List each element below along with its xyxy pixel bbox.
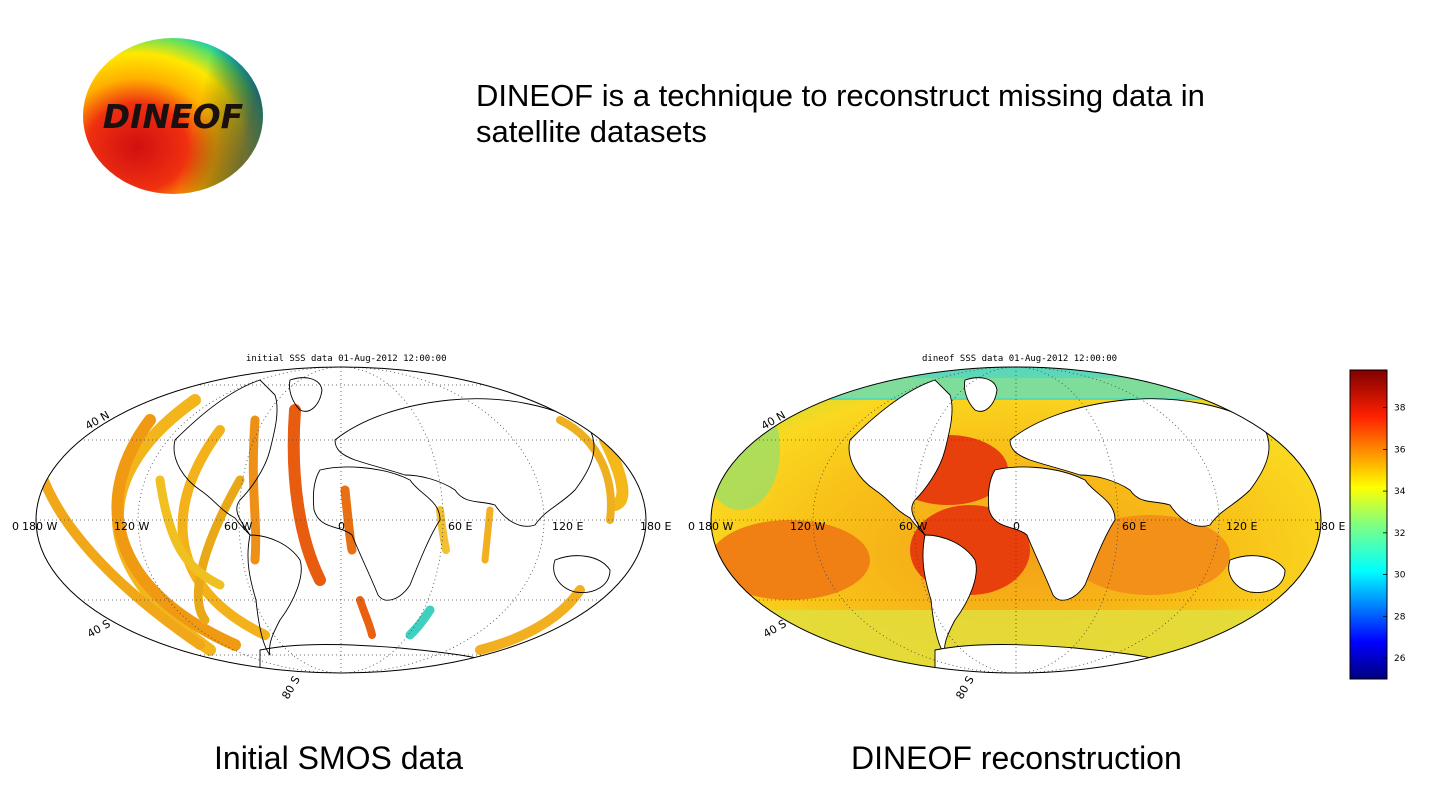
lat-label-40s: 40 S (761, 617, 789, 641)
swath (475, 585, 585, 655)
australia-land (1228, 555, 1286, 593)
lon-label-60w: 60 W (224, 520, 252, 533)
right-map: 180 W 0 120 W 60 W 0 60 E 120 E 180 E 40… (688, 366, 1345, 702)
colorbar-tick-label: 38 (1394, 404, 1406, 414)
right-map-title: dineof SSS data 01-Aug-2012 12:00:00 (922, 354, 1118, 364)
colorbar-tick-label: 28 (1394, 612, 1406, 622)
colorbar-gradient (1349, 369, 1388, 680)
south-america-outline (247, 534, 302, 656)
headline: DINEOF is a technique to reconstruct mis… (476, 78, 1205, 149)
right-caption: DINEOF reconstruction (851, 740, 1182, 776)
salinity-colorbar: 38 36 34 32 30 28 26 (1349, 369, 1406, 680)
lat-label-0: 0 (12, 520, 19, 533)
left-map-title: initial SSS data 01-Aug-2012 12:00:00 (246, 354, 447, 364)
swath (405, 605, 435, 640)
colorbar-tick-label: 30 (1394, 571, 1406, 581)
australia-outline (553, 555, 611, 593)
lon-label-120e: 120 E (1226, 520, 1257, 533)
south-america-land (922, 534, 977, 656)
swath (556, 416, 615, 524)
lat-label-40s: 40 S (85, 617, 113, 641)
lat-label-80s: 80 S (953, 674, 977, 702)
logo-text: DINEOF (103, 97, 244, 136)
greenland-land (964, 377, 998, 412)
swath (287, 404, 326, 586)
colorbar-tick-label: 26 (1394, 654, 1406, 664)
swath (436, 506, 450, 554)
dineof-logo: DINEOF (83, 38, 263, 194)
europe-asia-outline (334, 398, 595, 527)
lon-label-180w: 180 W (698, 520, 733, 533)
africa-outline (312, 466, 441, 601)
lon-label-180w: 180 W (22, 520, 57, 533)
high-salinity-region (1070, 515, 1230, 595)
swath (481, 506, 494, 564)
swath (356, 596, 376, 639)
lon-label-0: 0 (338, 520, 345, 533)
swath (111, 414, 241, 651)
swath (599, 434, 629, 511)
africa-land (987, 466, 1116, 601)
lat-label-0: 0 (688, 520, 695, 533)
swath (36, 465, 205, 650)
swath (177, 425, 270, 640)
colorbar-tick-label: 34 (1394, 487, 1406, 497)
swath (155, 475, 225, 590)
lat-label-80s: 80 S (279, 674, 303, 702)
lon-label-120w: 120 W (114, 520, 149, 533)
greenland-outline (289, 377, 323, 412)
swath (340, 485, 357, 555)
lon-label-60e: 60 E (1122, 520, 1146, 533)
lon-label-180e: 180 E (640, 520, 671, 533)
left-map: 180 W 0 120 W 60 W 0 60 E 120 E 180 E 40… (12, 366, 671, 702)
lon-label-0: 0 (1013, 520, 1020, 533)
lon-label-60e: 60 E (448, 520, 472, 533)
lon-label-120e: 120 E (552, 520, 583, 533)
europe-asia-land (1009, 398, 1270, 527)
north-america-land (848, 379, 953, 536)
lon-label-120w: 120 W (790, 520, 825, 533)
left-caption: Initial SMOS data (214, 740, 463, 776)
colorbar-tick-label: 36 (1394, 445, 1406, 455)
north-america-outline (173, 379, 278, 536)
lon-label-180e: 180 E (1314, 520, 1345, 533)
colorbar-tick-label: 32 (1394, 529, 1405, 539)
swath (248, 415, 261, 565)
high-salinity-region (711, 520, 870, 600)
lon-label-60w: 60 W (899, 520, 927, 533)
